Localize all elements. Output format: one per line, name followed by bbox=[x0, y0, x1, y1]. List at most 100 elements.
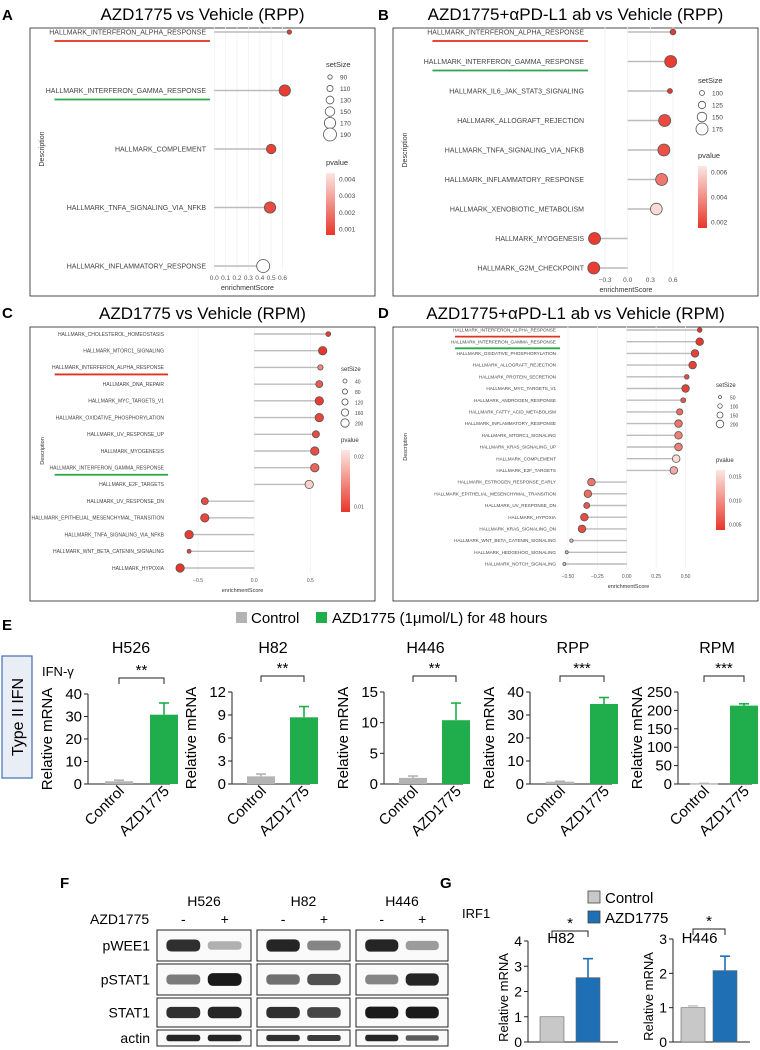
setsize-legend-circle bbox=[326, 85, 334, 92]
pvalue-legend-label: 0.010 bbox=[729, 499, 742, 505]
lollipop-point bbox=[583, 489, 593, 498]
pvalue-legend-label: 0.004 bbox=[339, 177, 356, 184]
term-label: HALLMARK_TNFA_SIGNALING_VIA_NFKB bbox=[445, 147, 585, 154]
blot-band bbox=[166, 1034, 201, 1042]
lollipop-point bbox=[315, 380, 324, 389]
blot-band bbox=[207, 1034, 242, 1042]
term-label: HALLMARK_WNT_BETA_CATENIN_SIGNALING bbox=[53, 549, 164, 555]
lollipop-point bbox=[564, 550, 569, 555]
y-tick-label: 100 bbox=[647, 739, 672, 756]
x-tick-label: 0.0 bbox=[210, 275, 219, 282]
y-axis-title: Description bbox=[402, 132, 409, 167]
lollipop-point bbox=[317, 364, 324, 371]
y-tick-label: 0 bbox=[514, 1034, 522, 1050]
setsize-legend-label: 160 bbox=[355, 411, 364, 417]
setsize-legend-circle bbox=[716, 411, 724, 419]
setsize-legend-circle bbox=[342, 378, 348, 384]
y-axis-title: Relative mRNA bbox=[183, 687, 200, 790]
legend-label-control: Control bbox=[251, 610, 299, 627]
bar-azd1775 bbox=[575, 977, 601, 1043]
x-tick-label: 0.2 bbox=[233, 275, 242, 282]
setsize-legend-circle bbox=[718, 395, 722, 399]
setsize-legend-label: 90 bbox=[340, 75, 348, 82]
y-tick-label: 40 bbox=[65, 686, 82, 703]
significance-bracket bbox=[551, 930, 589, 937]
y-tick-label: 1 bbox=[514, 1009, 522, 1025]
term-label: HALLMARK_XENOBIOTIC_METABOLISM bbox=[450, 206, 584, 213]
term-label: HALLMARK_INFLAMMATORY_RESPONSE bbox=[465, 421, 556, 426]
setsize-legend-circle bbox=[327, 74, 333, 80]
setsize-legend-circle bbox=[341, 398, 349, 406]
y-axis-title: Relative mRNA bbox=[496, 953, 511, 1042]
panel-e-legend: Control AZD1775 (1μmol/L) for 48 hours bbox=[236, 610, 547, 627]
setsize-legend-label: 175 bbox=[712, 127, 723, 134]
setsize-legend-circle bbox=[699, 90, 705, 96]
panel-title: AZD1775+αPD-L1 ab vs Vehicle (RPM) bbox=[426, 304, 724, 323]
x-tick-label: 0.6 bbox=[668, 277, 677, 284]
blot-band bbox=[166, 974, 201, 985]
significance-bracket bbox=[260, 675, 305, 682]
setsize-legend-circle bbox=[697, 100, 707, 110]
setsize-legend-label: 50 bbox=[730, 396, 736, 402]
lollipop-point bbox=[314, 412, 324, 423]
blot-band bbox=[166, 1006, 201, 1019]
x-tick-label: 0.4 bbox=[255, 275, 264, 282]
setsize-legend-label: 125 bbox=[712, 103, 723, 110]
term-label: HALLMARK_FATTY_ACID_METABOLISM bbox=[469, 410, 556, 415]
setsize-legend-circle bbox=[324, 106, 336, 117]
blot-band bbox=[207, 973, 242, 986]
significance-bracket bbox=[118, 677, 165, 684]
setsize-legend-label: 200 bbox=[355, 422, 364, 428]
term-label: HALLMARK_OXIDATIVE_PHOSPHORYLATION bbox=[56, 415, 165, 421]
x-axis-title: enrichmentScore bbox=[222, 588, 264, 594]
y-tick-label: 30 bbox=[507, 707, 524, 724]
y-tick-label: 10 bbox=[507, 753, 524, 770]
blot-band bbox=[405, 973, 439, 986]
pvalue-colorbar bbox=[341, 450, 350, 512]
term-label: HALLMARK_INTERFERON_ALPHA_RESPONSE bbox=[427, 29, 584, 36]
cell-line-label: H446 bbox=[385, 893, 419, 909]
panel-title: AZD1775+αPD-L1 ab vs Vehicle (RPP) bbox=[428, 5, 724, 24]
term-label: HALLMARK_UV_RESPONSE_DN bbox=[485, 503, 556, 508]
setsize-legend-label: 120 bbox=[355, 401, 364, 407]
pvalue-legend-title: pvalue bbox=[698, 151, 720, 160]
bar-control bbox=[247, 776, 275, 784]
blot-band bbox=[266, 1034, 300, 1042]
x-tick-label: −0.5 bbox=[193, 578, 203, 584]
y-tick-label: 200 bbox=[647, 702, 672, 719]
blot-band bbox=[207, 1006, 242, 1019]
lollipop-point bbox=[588, 232, 601, 245]
term-label: HALLMARK_DNA_REPAIR bbox=[103, 382, 165, 388]
lollipop-point bbox=[684, 374, 690, 380]
panel-frame bbox=[29, 326, 376, 602]
term-label: HALLMARK_INTERFERON_ALPHA_RESPONSE bbox=[453, 328, 556, 333]
term-label: HALLMARK_INTERFERON_ALPHA_RESPONSE bbox=[49, 29, 206, 36]
panel-frame bbox=[392, 27, 759, 297]
lollipop-point bbox=[655, 173, 669, 186]
y-tick-label: 250 bbox=[647, 684, 672, 701]
term-label: HALLMARK_UV_RESPONSE_DN bbox=[87, 499, 165, 505]
setsize-legend-label: 150 bbox=[730, 414, 739, 420]
y-tick-label: 30 bbox=[65, 709, 82, 726]
setsize-legend-circle bbox=[340, 408, 350, 417]
term-label: HALLMARK_HEDGEHOG_SIGNALING bbox=[474, 550, 556, 555]
bar-control bbox=[680, 1007, 706, 1043]
setsize-legend-circle bbox=[323, 127, 337, 142]
panel-letter-e: E bbox=[2, 617, 12, 634]
protein-label: pSTAT1 bbox=[101, 972, 150, 988]
panel-title: AZD1775 vs Vehicle (RPM) bbox=[99, 304, 306, 323]
x-tick-label: 0.00 bbox=[622, 574, 632, 580]
lollipop-point bbox=[690, 349, 700, 358]
lane-label: + bbox=[320, 911, 328, 927]
legend-label-azd1775-g: AZD1775 bbox=[605, 910, 668, 927]
x-tick-label: AZD1775 bbox=[116, 783, 173, 840]
term-label: HALLMARK_OXIDATIVE_PHOSPHORYLATION bbox=[456, 351, 556, 356]
lollipop-point bbox=[587, 477, 596, 487]
blot-band bbox=[307, 1007, 341, 1018]
panel-letter-f: F bbox=[60, 875, 69, 892]
significance-label: * bbox=[706, 913, 712, 930]
lollipop-point bbox=[304, 479, 314, 490]
pvalue-legend-label: 0.002 bbox=[339, 210, 356, 217]
y-tick-label: 0 bbox=[370, 776, 378, 793]
